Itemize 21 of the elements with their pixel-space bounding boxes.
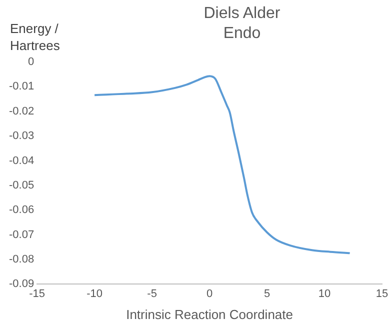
- y-axis-title: Energy / Hartrees: [10, 20, 61, 54]
- y-tick-label: -0.05: [8, 179, 34, 192]
- y-tick-label: -0.02: [8, 105, 34, 118]
- line-series: [94, 75, 351, 254]
- y-tick-label: -0.06: [8, 204, 34, 216]
- y-tick-label: -0.03: [8, 130, 34, 142]
- x-tick-label: 10: [318, 288, 331, 300]
- y-tick-label: -0.09: [8, 278, 34, 290]
- x-tick-label: 5: [264, 288, 270, 300]
- x-tick-label: -15: [29, 288, 46, 300]
- chart-title: Diels Alder Endo: [202, 4, 282, 44]
- x-tick-label: 15: [376, 288, 388, 300]
- x-tick-label: -5: [147, 288, 157, 300]
- y-tick-label: 0: [28, 56, 34, 68]
- y-tick-label: -0.08: [8, 254, 34, 266]
- y-tick-label: -0.07: [8, 228, 34, 241]
- y-tick-label: -0.04: [8, 154, 34, 167]
- x-axis-title: Intrinsic Reaction Coordinate: [126, 306, 293, 322]
- x-tick-label: 0: [206, 288, 213, 300]
- y-tick-label: -0.01: [8, 80, 34, 93]
- x-tick-label: -10: [86, 288, 103, 300]
